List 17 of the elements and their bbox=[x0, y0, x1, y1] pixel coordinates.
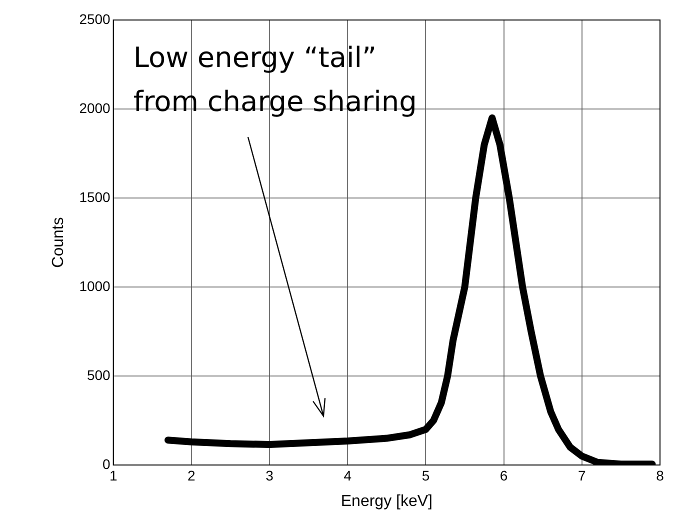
y-tick-label: 1500 bbox=[79, 188, 111, 205]
x-tick-label: 2 bbox=[188, 467, 196, 484]
y-tick-label: 1000 bbox=[79, 278, 111, 294]
x-tick-label: 8 bbox=[656, 467, 664, 484]
x-axis-title: Energy [keV] bbox=[340, 492, 432, 510]
x-tick-label: 6 bbox=[500, 467, 508, 484]
y-tick-label: 2500 bbox=[79, 10, 111, 27]
y-tick-label: 2000 bbox=[79, 100, 111, 116]
x-tick-label: 1 bbox=[109, 467, 118, 484]
x-tick-label: 3 bbox=[266, 467, 274, 484]
x-tick-label: 7 bbox=[578, 467, 586, 484]
x-tick-label: 4 bbox=[344, 467, 352, 484]
annotation: Low energy “tail” from charge sharing bbox=[133, 41, 417, 118]
y-tick-label: 0 bbox=[102, 456, 111, 472]
y-axis-title: Counts bbox=[50, 217, 68, 268]
y-tick-label: 500 bbox=[86, 366, 111, 383]
x-tick-label: 5 bbox=[422, 467, 430, 484]
